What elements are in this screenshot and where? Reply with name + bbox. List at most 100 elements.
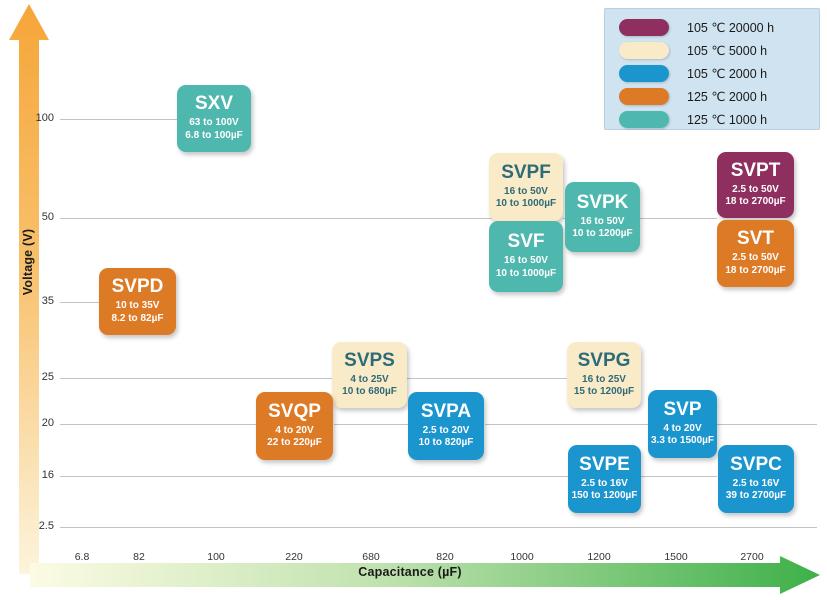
legend-swatch-icon	[619, 64, 669, 82]
product-voltage-range: 2.5 to 20V	[422, 424, 470, 436]
gridline	[60, 302, 102, 303]
x-tick-label: 820	[436, 551, 454, 563]
product-voltage-range: 63 to 100V	[189, 117, 239, 129]
x-axis-title: Capacitance (µF)	[358, 565, 462, 579]
product-voltage-range: 2.5 to 16V	[581, 477, 628, 489]
legend-item[interactable]: 125 ℃ 1000 h	[605, 108, 819, 130]
product-voltage-range: 16 to 50V	[504, 255, 548, 267]
legend-item[interactable]: 105 ℃ 5000 h	[605, 39, 819, 61]
x-tick-label: 82	[133, 551, 145, 563]
product-box-svpt[interactable]: SVPT 2.5 to 50V 18 to 2700µF	[717, 152, 794, 218]
product-capacitance-range: 39 to 2700µF	[725, 490, 787, 502]
product-box-svpa[interactable]: SVPA 2.5 to 20V 10 to 820µF	[408, 392, 484, 460]
x-tick-label: 2700	[740, 551, 764, 563]
product-name: SVPD	[111, 276, 164, 298]
legend-swatch-icon	[619, 41, 669, 59]
product-box-svf[interactable]: SVF 16 to 50V 10 to 1000µF	[489, 221, 563, 292]
x-tick-label: 680	[362, 551, 380, 563]
product-capacitance-range: 10 to 1200µF	[572, 228, 633, 240]
y-tick-label: 100	[35, 112, 54, 124]
product-capacitance-range: 10 to 680µF	[342, 386, 397, 398]
legend-label: 125 ℃ 1000 h	[687, 112, 768, 127]
gridline	[717, 424, 817, 425]
y-tick-label: 16	[41, 469, 54, 481]
x-tick-label: 1000	[510, 551, 534, 563]
x-tick-label: 1500	[664, 551, 688, 563]
y-axis-title: Voltage (V)	[21, 228, 35, 296]
product-name: SVPS	[344, 349, 395, 371]
x-tick-label: 6.8	[74, 551, 90, 563]
legend-label: 105 ℃ 20000 h	[687, 20, 775, 35]
product-box-svpf[interactable]: SVPF 16 to 50V 10 to 1000µF	[489, 153, 563, 221]
product-box-svpg[interactable]: SVPG 16 to 25V 15 to 1200µF	[567, 342, 641, 408]
legend-swatch-icon	[619, 87, 669, 105]
gridline	[639, 218, 717, 219]
product-voltage-range: 16 to 50V	[504, 185, 548, 197]
capacitance-axis-arrow-icon	[30, 556, 820, 594]
product-voltage-range: 4 to 20V	[663, 422, 702, 434]
gridline	[60, 527, 817, 528]
legend-label: 105 ℃ 5000 h	[687, 43, 768, 58]
product-box-sxv[interactable]: SXV 63 to 100V 6.8 to 100µF	[177, 85, 251, 152]
product-voltage-range: 16 to 25V	[582, 373, 626, 385]
gridline	[60, 476, 569, 477]
y-tick-label: 50	[41, 211, 54, 223]
product-voltage-range: 2.5 to 50V	[732, 252, 779, 264]
y-tick-label: 35	[41, 295, 54, 307]
product-capacitance-range: 18 to 2700µF	[725, 196, 786, 208]
x-tick-label: 220	[285, 551, 303, 563]
product-voltage-range: 2.5 to 16V	[732, 477, 780, 489]
gridline	[485, 424, 648, 425]
legend-swatch-icon	[619, 110, 669, 128]
product-name: SVPG	[577, 349, 631, 371]
product-capacitance-range: 18 to 2700µF	[725, 264, 786, 276]
gridline	[60, 119, 195, 120]
product-name: SVP	[663, 398, 702, 420]
legend-label: 125 ℃ 2000 h	[687, 89, 768, 104]
product-capacitance-range: 10 to 820µF	[418, 437, 474, 449]
y-tick-label: 20	[41, 417, 54, 429]
gridline	[60, 378, 332, 379]
product-capacitance-range: 22 to 220µF	[267, 437, 322, 449]
product-capacitance-range: 150 to 1200µF	[571, 490, 638, 502]
gridline	[60, 424, 256, 425]
legend-item[interactable]: 105 ℃ 20000 h	[605, 16, 819, 38]
product-box-svt[interactable]: SVT 2.5 to 50V 18 to 2700µF	[717, 220, 794, 287]
legend-item[interactable]: 125 ℃ 2000 h	[605, 85, 819, 107]
legend-swatch-icon	[619, 18, 669, 36]
product-box-svpe[interactable]: SVPE 2.5 to 16V 150 to 1200µF	[568, 445, 641, 513]
product-name: SVT	[737, 228, 774, 250]
product-box-svpc[interactable]: SVPC 2.5 to 16V 39 to 2700µF	[718, 445, 794, 513]
product-capacitance-range: 8.2 to 82µF	[111, 312, 164, 324]
product-capacitance-range: 10 to 1000µF	[495, 198, 557, 210]
gridline	[407, 378, 567, 379]
product-voltage-range: 10 to 35V	[115, 300, 160, 312]
y-tick-label: 25	[41, 371, 54, 383]
product-name: SXV	[194, 93, 234, 115]
product-capacitance-range: 15 to 1200µF	[573, 386, 635, 398]
product-voltage-range: 16 to 50V	[580, 215, 625, 227]
product-name: SVPK	[576, 191, 629, 213]
gridline	[639, 476, 717, 477]
product-box-svpk[interactable]: SVPK 16 to 50V 10 to 1200µF	[565, 182, 640, 252]
product-voltage-range: 2.5 to 50V	[732, 183, 779, 195]
product-box-svqp[interactable]: SVQP 4 to 20V 22 to 220µF	[256, 392, 333, 460]
legend-panel: 105 ℃ 20000 h 105 ℃ 5000 h 105 ℃ 2000 h 125…	[604, 8, 820, 130]
voltage-axis-arrow-icon	[9, 4, 49, 574]
product-voltage-range: 4 to 20V	[275, 424, 314, 436]
legend-label: 105 ℃ 2000 h	[687, 66, 768, 81]
product-name: SVPE	[579, 453, 630, 475]
product-name: SVPT	[730, 159, 781, 181]
legend-item[interactable]: 105 ℃ 2000 h	[605, 62, 819, 84]
x-tick-label: 1200	[587, 551, 611, 563]
product-box-svp[interactable]: SVP 4 to 20V 3.3 to 1500µF	[648, 390, 717, 458]
product-name: SVPA	[420, 400, 472, 422]
product-box-svps[interactable]: SVPS 4 to 25V 10 to 680µF	[332, 342, 407, 408]
product-capacitance-range: 10 to 1000µF	[495, 267, 557, 279]
x-tick-label: 100	[207, 551, 225, 563]
product-box-svpd[interactable]: SVPD 10 to 35V 8.2 to 82µF	[99, 268, 176, 335]
product-voltage-range: 4 to 25V	[350, 373, 389, 385]
y-tick-label: 2.5	[38, 520, 54, 532]
product-capacitance-range: 3.3 to 1500µF	[651, 435, 715, 447]
